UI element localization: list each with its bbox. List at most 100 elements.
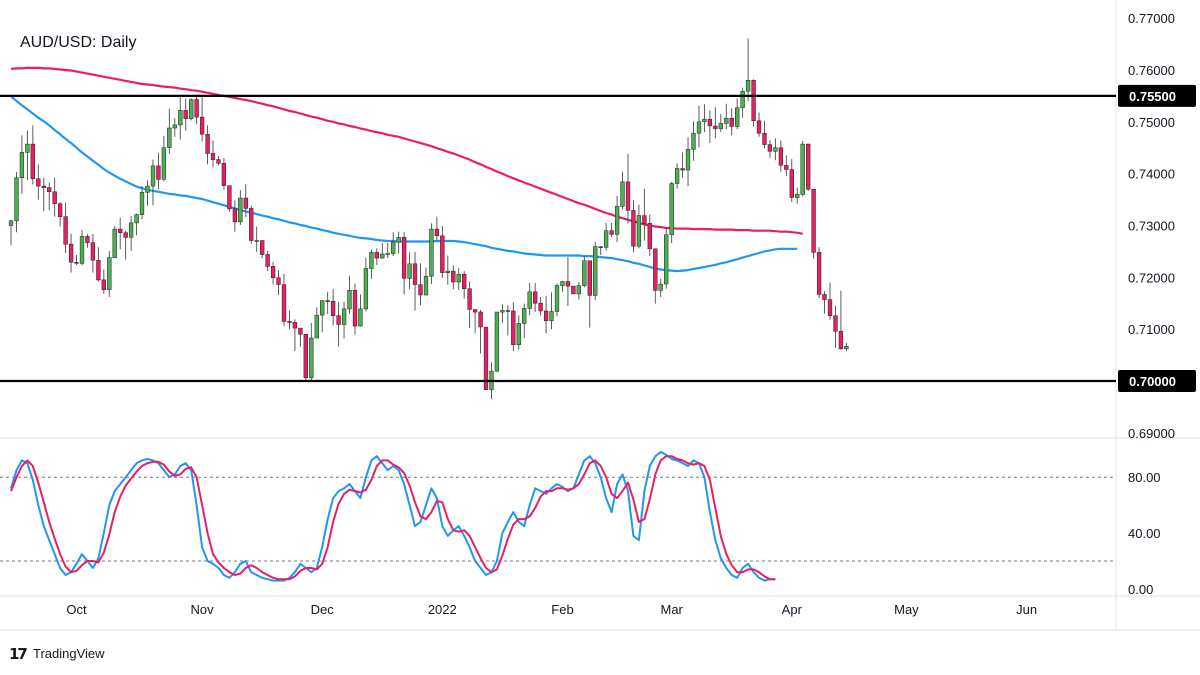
candle-body-up (128, 222, 134, 238)
candle-body-down (462, 273, 467, 289)
candle-body-up (139, 192, 145, 215)
candle (123, 230, 128, 260)
candle-body-up (391, 241, 396, 254)
candle (418, 263, 423, 306)
candle-body-down (221, 163, 227, 186)
candle-body-up (773, 147, 778, 152)
candle (210, 140, 216, 168)
candle-body-up (636, 215, 642, 247)
candle (79, 230, 85, 266)
candle-body-up (576, 285, 581, 295)
candle (270, 261, 276, 285)
candle-body-down (36, 178, 41, 187)
candle (729, 108, 734, 136)
candle (199, 95, 205, 142)
candle (36, 164, 41, 200)
candle (522, 303, 527, 338)
candle-body-up (429, 228, 434, 277)
candle-body-down (467, 288, 472, 310)
candle-body-up (549, 311, 554, 322)
candle-body-down (63, 216, 68, 245)
candle-body-down (434, 228, 440, 237)
time-tick-label: May (894, 602, 919, 617)
candle (494, 311, 500, 373)
candle (90, 233, 96, 273)
candle-body-down (412, 263, 418, 285)
price-tick-label: 0.75000 (1128, 115, 1175, 130)
price-tick-label: 0.73000 (1128, 219, 1175, 234)
candle (631, 200, 636, 253)
candle (14, 172, 19, 233)
candle (96, 247, 101, 282)
price-tick-label: 0.76000 (1128, 63, 1175, 78)
candle (385, 243, 390, 259)
candle-body-down (762, 132, 767, 145)
candle (751, 79, 756, 127)
candle-body-up (172, 124, 177, 129)
candle-body-up (696, 121, 702, 134)
candle (800, 141, 805, 197)
candle (658, 278, 663, 297)
candle-body-down (511, 310, 516, 345)
candle-body-down (352, 290, 358, 327)
candle (740, 87, 745, 118)
candle-body-down (276, 277, 281, 285)
candle-body-up (593, 246, 598, 296)
candle (598, 246, 603, 255)
candle (145, 180, 150, 206)
candle-body-down (52, 191, 57, 204)
candle-body-up (560, 281, 565, 286)
candle-body-down (505, 310, 511, 312)
candle (625, 153, 631, 224)
candle-body-down (533, 291, 538, 304)
candle (664, 227, 669, 289)
stochastic-tick-label: 40.00 (1128, 526, 1161, 541)
candle (795, 187, 800, 204)
candle (445, 255, 450, 285)
tradingview-logo-icon: 17 (9, 645, 27, 663)
candle (330, 289, 336, 326)
time-tick-label: Dec (311, 602, 335, 617)
candle (303, 334, 308, 381)
candle (789, 159, 794, 203)
candle-body-up (456, 273, 461, 283)
candle-body-down (642, 215, 647, 224)
candle (309, 322, 314, 382)
candle-body-up (582, 260, 587, 286)
candle (85, 234, 90, 248)
candle-body-down (472, 309, 478, 313)
candle (603, 222, 609, 251)
candle-body-down (756, 120, 762, 134)
candle (505, 305, 511, 336)
candle (478, 310, 483, 354)
candle (227, 185, 232, 212)
price-tick-label: 0.72000 (1128, 270, 1175, 285)
candle-body-up (423, 276, 429, 296)
candle-body-down (199, 116, 205, 135)
candle-body-down (183, 110, 188, 119)
candle (472, 309, 478, 334)
candle (47, 182, 52, 211)
candle (593, 242, 598, 301)
candle-body-down (249, 208, 254, 241)
candle-body-down (336, 315, 341, 325)
candle-body-down (401, 237, 407, 279)
candle-body-up (691, 132, 696, 150)
candle (434, 216, 440, 240)
candle-body-down (330, 300, 336, 316)
candle (773, 138, 778, 161)
candle-body-down (194, 99, 199, 118)
candle-body-down (303, 334, 308, 379)
candle (614, 195, 620, 243)
candle-body-up (363, 268, 369, 310)
candle (816, 247, 822, 298)
price-tick-label: 0.74000 (1128, 167, 1175, 182)
candle-body-down (265, 254, 270, 267)
candle (298, 327, 303, 347)
candle (745, 38, 751, 102)
tradingview-logo[interactable]: 17 TradingView (9, 645, 105, 663)
candle-body-up (189, 99, 194, 119)
time-axis: SepOctNovDec2022FebMarAprMayJun (66, 602, 1037, 617)
candle (74, 255, 79, 265)
candle (134, 213, 139, 236)
